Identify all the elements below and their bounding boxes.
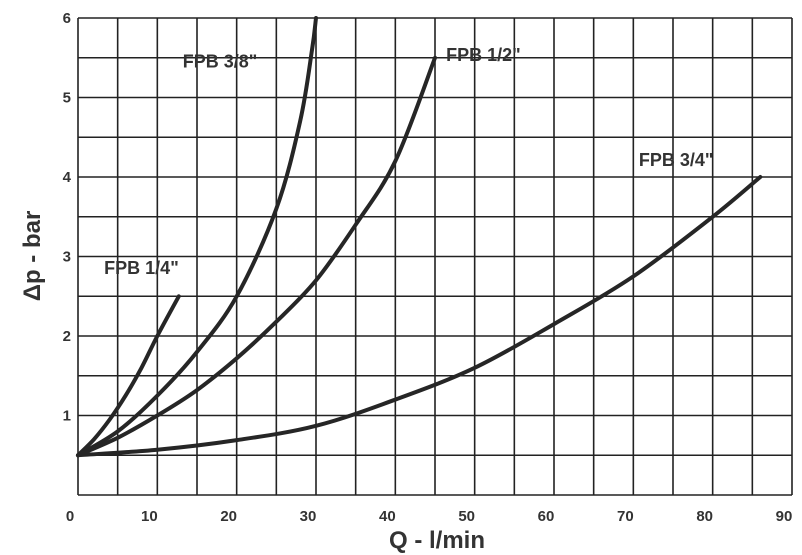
series-label-2: FPB 1/2" <box>446 45 521 65</box>
series-label-3: FPB 3/4" <box>639 150 714 170</box>
series-label-0: FPB 1/4" <box>104 258 179 278</box>
y-tick-label: 6 <box>63 10 71 27</box>
series-label-1: FPB 3/8" <box>183 51 258 71</box>
y-tick-label: 1 <box>63 408 71 425</box>
x-tick-label: 80 <box>696 508 713 525</box>
grid <box>77 17 793 496</box>
x-tick-label: 10 <box>141 508 158 525</box>
x-tick-label: 0 <box>66 508 74 525</box>
x-tick-label: 40 <box>379 508 396 525</box>
y-tick-label: 3 <box>63 249 71 266</box>
y-tick-label: 5 <box>63 90 71 107</box>
y-axis-title: Δp - bar <box>19 211 46 302</box>
series-curve-2 <box>76 55 437 458</box>
series-curve-1 <box>76 16 318 458</box>
x-tick-label: 90 <box>776 508 793 525</box>
y-tick-label: 4 <box>63 169 72 186</box>
series-curve-3 <box>76 175 763 458</box>
x-tick-label: 70 <box>617 508 634 525</box>
tick-labels: 0 10 20 30 40 50 60 70 80 90 1 2 3 4 5 6 <box>63 10 793 525</box>
x-tick-label: 60 <box>538 508 555 525</box>
x-tick-label: 20 <box>220 508 237 525</box>
x-tick-label: 30 <box>300 508 317 525</box>
x-tick-label: 50 <box>458 508 475 525</box>
series-curve-0 <box>76 294 181 458</box>
y-tick-label: 2 <box>63 328 71 345</box>
series-curves <box>76 16 763 458</box>
x-axis-title: Q - l/min <box>389 527 485 554</box>
series-labels: FPB 1/4" FPB 3/8" FPB 1/2" FPB 3/4" <box>104 45 713 278</box>
